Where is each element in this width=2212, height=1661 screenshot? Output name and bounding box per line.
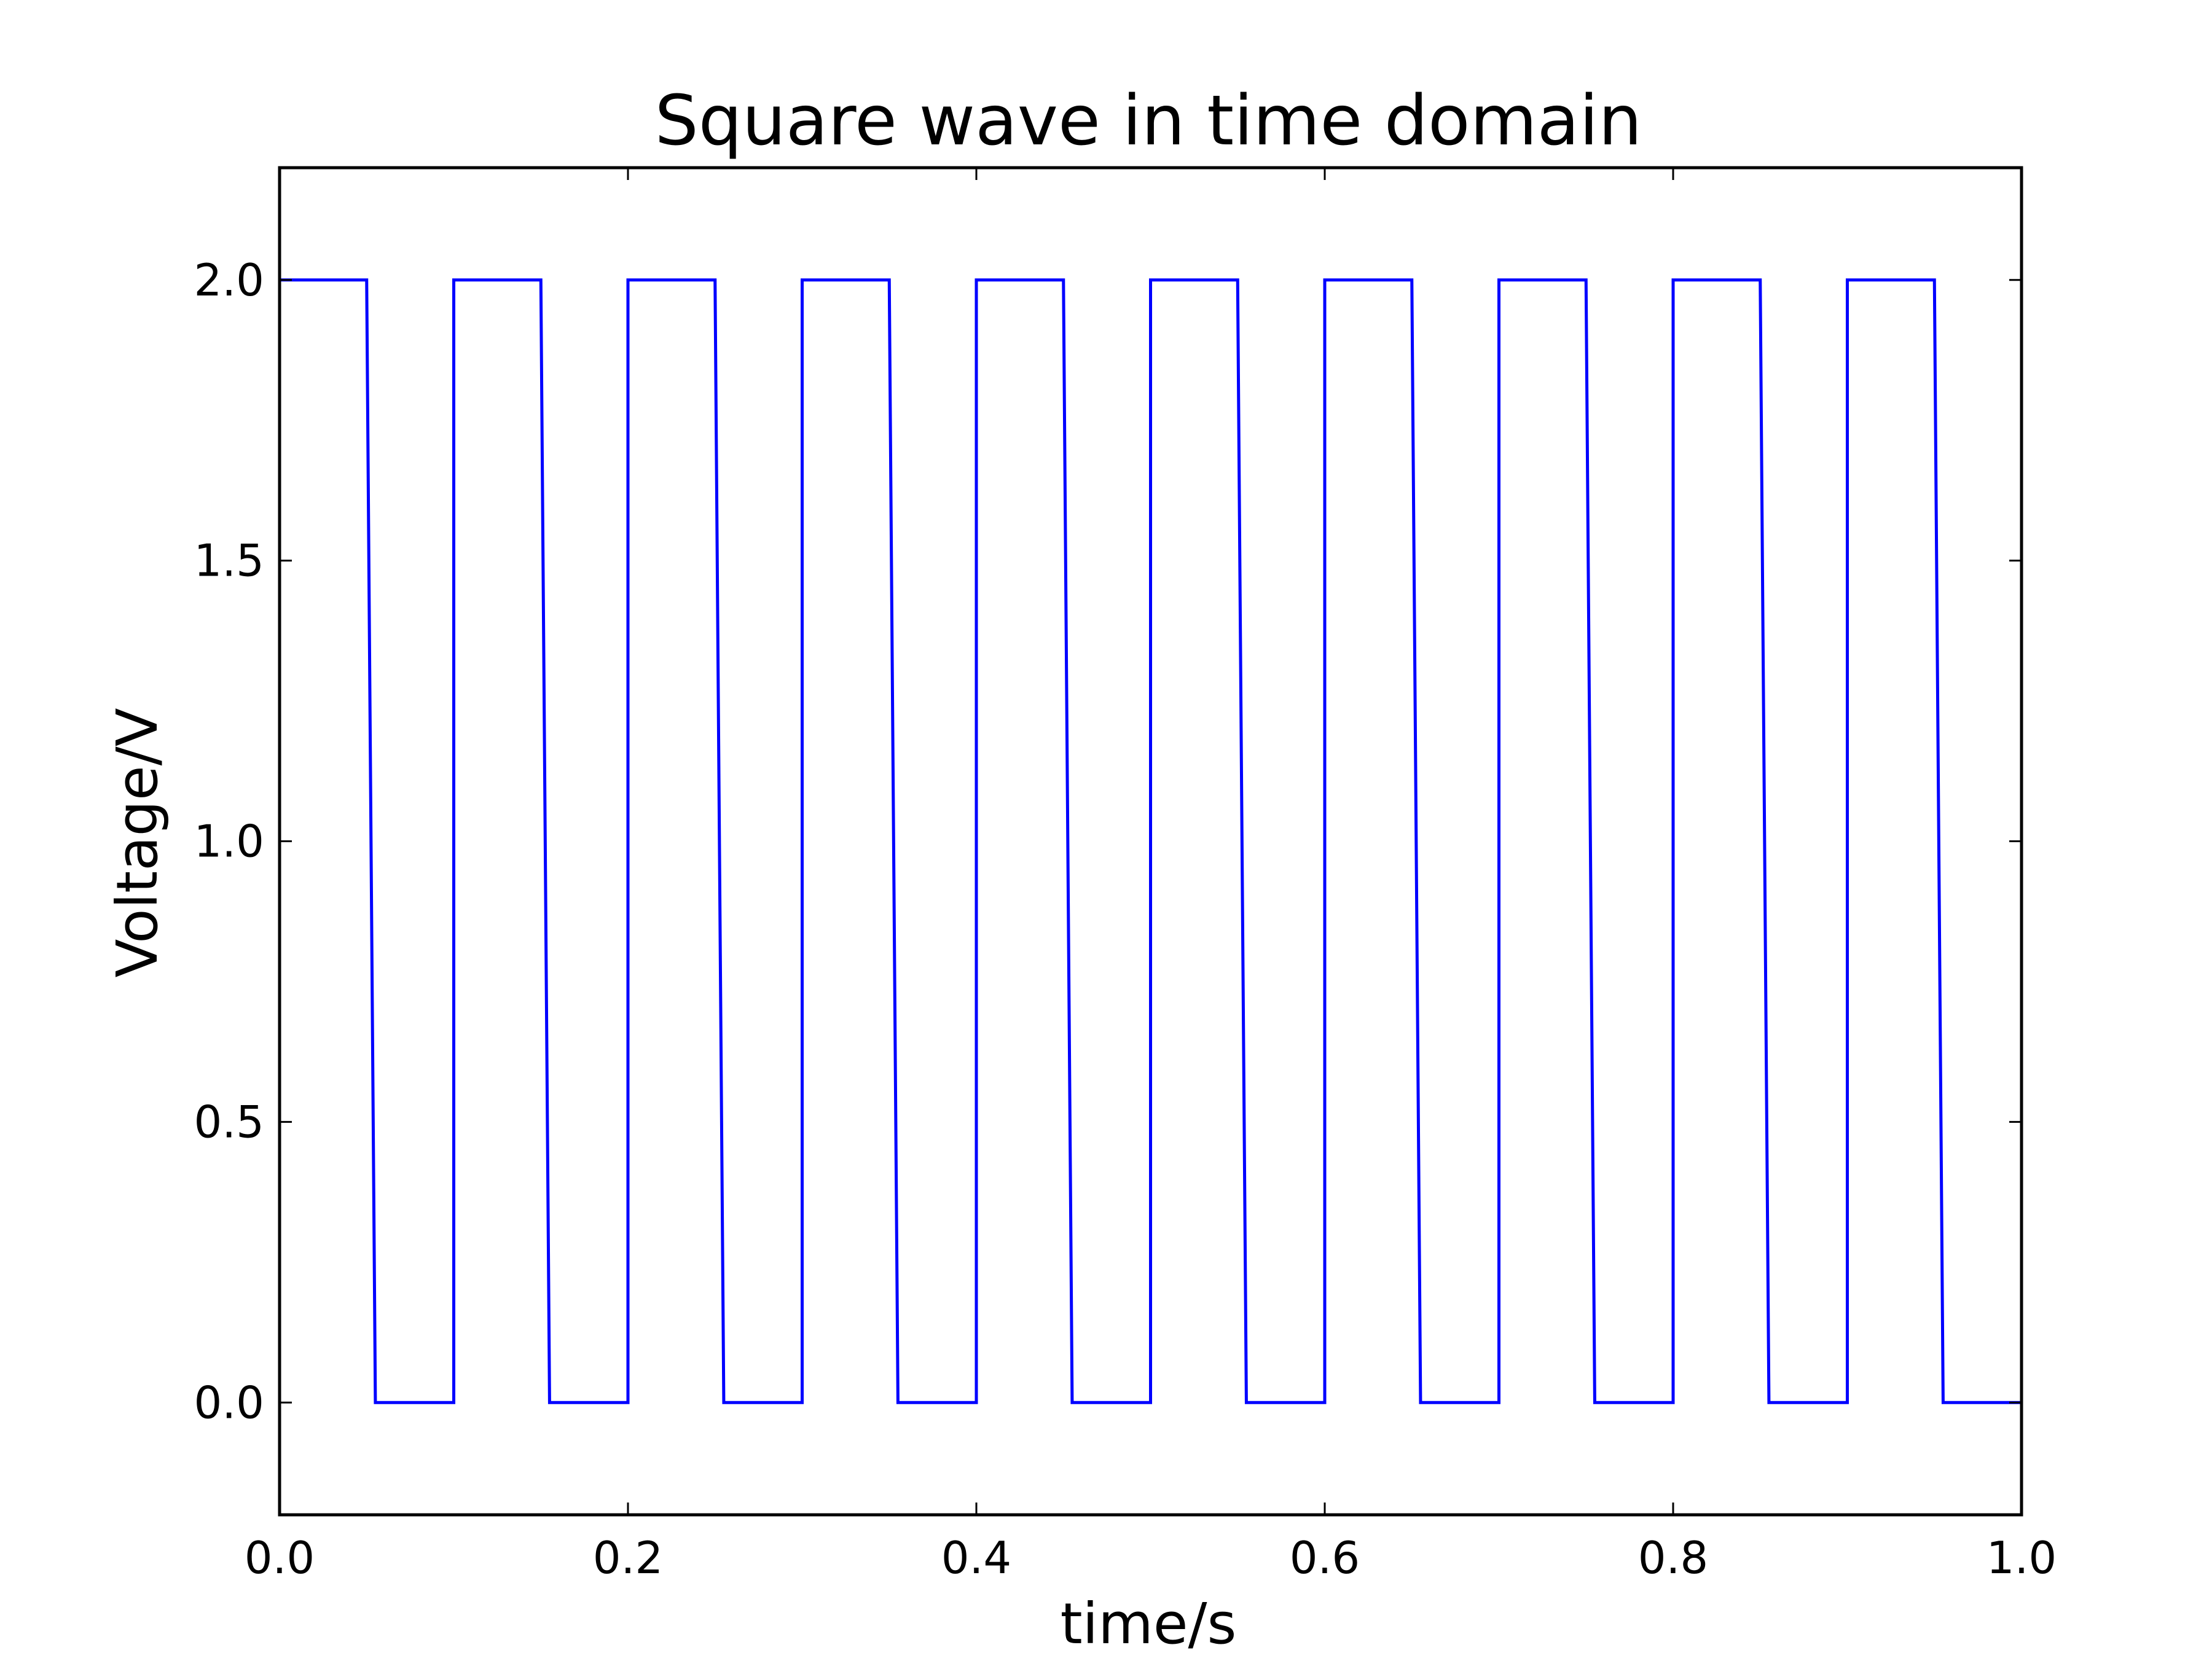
series-line-0 bbox=[280, 278, 2023, 1404]
x-tick-label: 1.0 bbox=[1986, 1532, 2057, 1584]
x-tick-label: 0.0 bbox=[245, 1532, 315, 1584]
y-tick-label: 0.5 bbox=[194, 1096, 264, 1147]
y-tick-label: 1.5 bbox=[194, 535, 264, 587]
x-tick-label: 0.2 bbox=[593, 1532, 664, 1584]
plot-area bbox=[280, 278, 2023, 1404]
x-tick-label: 0.4 bbox=[941, 1532, 1012, 1584]
x-tick-label: 0.6 bbox=[1290, 1532, 1360, 1584]
ticks-layer: 0.0 0.2 0.4 0.6 0.8 1.0 0.0 0.5 1.0 1.5 2.0 bbox=[194, 166, 2057, 1584]
y-tick-label: 1.0 bbox=[194, 816, 264, 867]
y-axis-label: Voltage/V bbox=[104, 708, 170, 977]
chart-title: Square wave in time domain bbox=[655, 81, 1642, 161]
x-axis-label: time/s bbox=[1061, 1591, 1237, 1657]
y-tick-label: 2.0 bbox=[194, 254, 264, 306]
y-tick-label: 0.0 bbox=[194, 1377, 264, 1428]
x-tick-label: 0.8 bbox=[1638, 1532, 1709, 1584]
